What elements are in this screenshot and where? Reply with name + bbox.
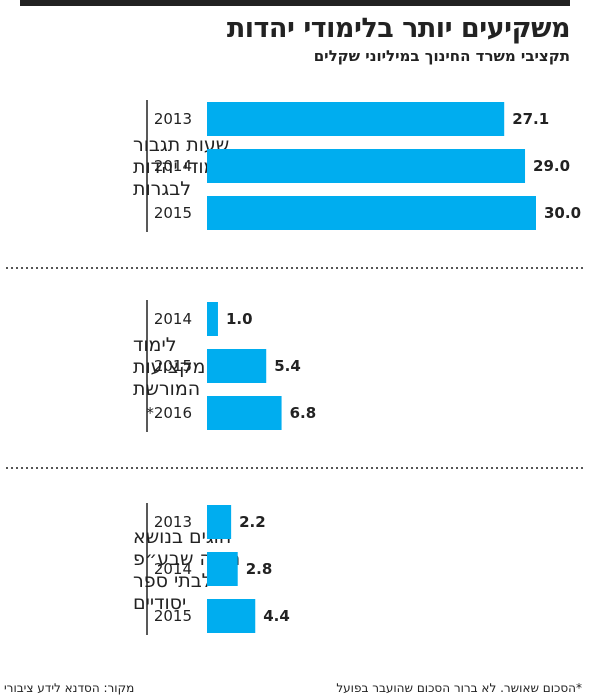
group-label-2-line-2: מקצועות [133,356,205,378]
bar-2-star2016 [207,396,282,430]
footnote: *הסכום שאושר. לא ברור הסכום שהועבר בפועל [336,681,582,695]
year-label-1-1: 2013 [154,110,192,128]
group-label-2-line-3: המורשת [133,378,200,400]
bar-2-2014 [207,302,218,336]
value-label-1-1: 27.1 [512,110,549,128]
header-rule [20,0,570,6]
value-label-3-2: 2.8 [246,560,273,578]
year-label-1-3: 2015 [154,204,192,222]
group-label-3-line-4: יסודיים [133,592,186,614]
value-label-3-1: 2.2 [239,513,266,531]
value-label-2-1: 1.0 [226,310,253,328]
year-label-3-2: 2014 [154,560,192,578]
year-label-3-3: 2015 [154,607,192,625]
year-label-2-3: *2016 [146,404,192,422]
group-label-3-line-1: חוגים בנושא [133,526,231,548]
bar-1-2014 [207,149,526,183]
group-label-1-line-1: שעות תגבור [133,134,229,156]
source-note: מקור: הסדנא לידע ציבורי [4,681,135,695]
group-label-3-line-3: לבתי ספר [133,570,212,592]
bar-3-2015 [207,599,256,633]
chart-title: משקיעים יותר בלימודי יהדות [226,13,571,44]
bar-3-2013 [207,505,232,539]
value-label-2-2: 5.4 [274,357,301,375]
bar-3-2014 [207,552,238,586]
bar-1-2013 [207,102,505,136]
year-label-3-1: 2013 [154,513,192,531]
year-label-1-2: 2014 [154,157,192,175]
year-label-2-1: 2014 [154,310,192,328]
year-label-2-2: 2015 [154,357,192,375]
bar-1-2015 [207,196,536,230]
chart-subtitle: תקציבי משרד החינוך במיליוני שקלים [313,47,570,65]
value-label-2-3: 6.8 [290,404,317,422]
value-label-1-3: 30.0 [544,204,581,222]
group-label-1-line-3: לבגרות [133,178,191,200]
value-label-1-2: 29.0 [533,157,570,175]
group-label-2-line-1: לימוד [133,334,177,356]
value-label-3-3: 4.4 [263,607,290,625]
bar-2-2015 [207,349,267,383]
